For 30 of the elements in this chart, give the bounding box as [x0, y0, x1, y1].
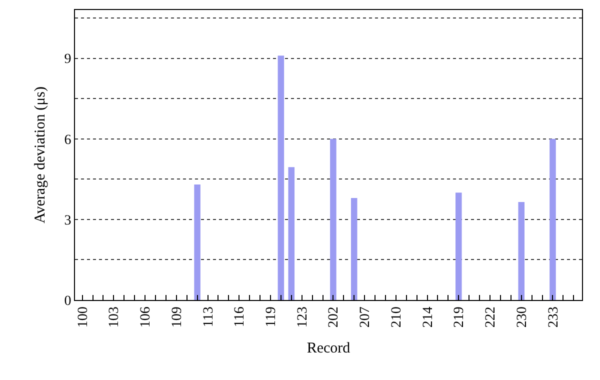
bar [518, 202, 525, 300]
x-tick-label: 230 [514, 306, 530, 328]
x-tick-label: 222 [484, 306, 499, 328]
x-tick-label: 233 [546, 306, 562, 328]
x-tick-label: 207 [358, 306, 374, 328]
x-tick-label: 109 [170, 306, 185, 328]
bar [194, 184, 200, 300]
y-tick-label: 0 [64, 294, 72, 309]
x-tick-label: 100 [76, 306, 91, 328]
bar [330, 138, 336, 300]
x-tick-label: 214 [420, 306, 436, 328]
bar [288, 167, 295, 300]
y-tick-label: 3 [64, 213, 72, 228]
x-axis-title: Record [306, 340, 351, 357]
y-axis-title: Average deviation (μs) [32, 86, 48, 224]
y-tick-label: 6 [64, 132, 72, 148]
x-tick-label: 116 [232, 306, 248, 328]
x-tick-label: 119 [264, 306, 280, 328]
x-tick-label: 113 [201, 306, 216, 328]
x-tick-label: 210 [389, 306, 404, 328]
bar [456, 192, 462, 300]
bar [550, 138, 556, 300]
x-tick-label: 202 [326, 306, 342, 328]
bar [278, 56, 284, 300]
x-tick-label: 219 [452, 306, 468, 328]
x-tick-label: 103 [107, 306, 122, 328]
y-tick-label: 9 [64, 52, 72, 68]
x-tick-label: 106 [138, 306, 154, 328]
bar [350, 198, 358, 300]
x-tick-label: 123 [295, 306, 310, 328]
